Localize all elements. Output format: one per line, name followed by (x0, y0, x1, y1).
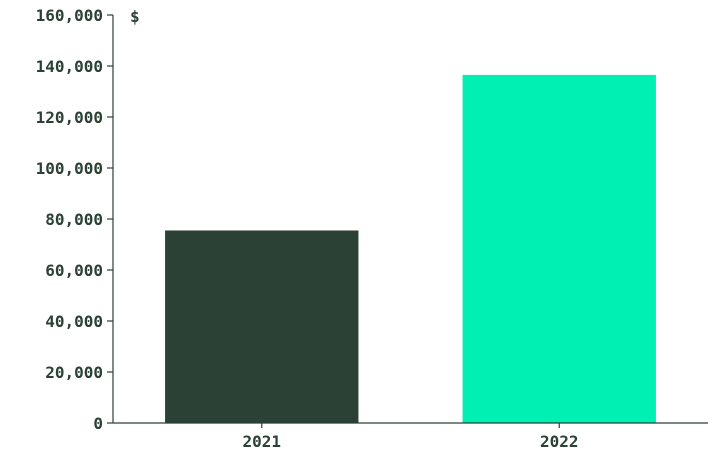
y-tick-label: 60,000 (45, 261, 103, 280)
bars (165, 74, 656, 424)
y-tick-label: 160,000 (36, 6, 103, 25)
y-tick-label: 120,000 (36, 108, 103, 127)
bar-2022 (462, 74, 656, 424)
y-tick-label: 100,000 (36, 159, 103, 178)
y-tick-label: 140,000 (36, 57, 103, 76)
x-tick-label: 2021 (242, 432, 281, 451)
y-tick-label: 0 (93, 414, 103, 433)
x-axis-labels: 2021 2022 (242, 423, 579, 451)
bar-2021 (165, 230, 359, 423)
y-tick-label: 20,000 (45, 363, 103, 382)
y-tick-label: 80,000 (45, 210, 103, 229)
y-axis-ticks: 0 20,000 40,000 60,000 80,000 100,000 120,000 1… (36, 6, 113, 433)
y-tick-label: 40,000 (45, 312, 103, 331)
x-tick-label: 2022 (540, 432, 579, 451)
y-axis-label: $ (130, 7, 140, 26)
